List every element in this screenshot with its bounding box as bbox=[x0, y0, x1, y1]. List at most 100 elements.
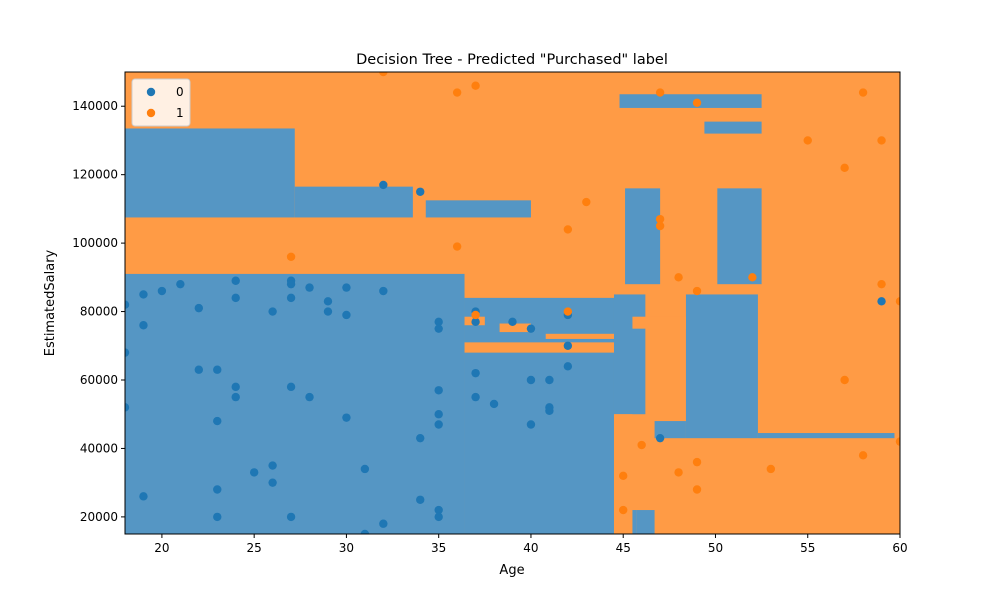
decision-region-class-0 bbox=[464, 297, 614, 534]
point-class-0 bbox=[416, 187, 425, 196]
point-class-1 bbox=[471, 310, 480, 320]
y-tick-label: 100000 bbox=[72, 236, 118, 250]
x-tick-label: 60 bbox=[892, 541, 907, 555]
point-class-1 bbox=[379, 72, 388, 77]
point-class-1 bbox=[748, 273, 757, 282]
point-class-1 bbox=[619, 505, 628, 515]
x-axis: 20 25 30 35 40 45 50 55 60 bbox=[154, 534, 908, 555]
point-class-0 bbox=[139, 492, 148, 501]
point-class-0 bbox=[286, 293, 296, 303]
decision-region-class-1 bbox=[499, 323, 531, 333]
decision-region-class-0 bbox=[685, 294, 758, 439]
point-class-0 bbox=[286, 279, 296, 289]
point-class-0 bbox=[249, 468, 259, 477]
point-class-0 bbox=[416, 495, 425, 504]
point-class-1 bbox=[471, 81, 480, 90]
point-class-0 bbox=[323, 297, 333, 306]
y-tick-label: 140000 bbox=[72, 99, 118, 113]
decision-region-class-1 bbox=[545, 333, 614, 339]
decision-region-class-0 bbox=[425, 200, 531, 218]
point-class-0 bbox=[157, 286, 167, 296]
point-class-1 bbox=[803, 136, 812, 145]
point-class-0 bbox=[877, 297, 886, 306]
point-class-1 bbox=[692, 457, 702, 467]
point-class-0 bbox=[139, 321, 148, 330]
point-class-0 bbox=[471, 368, 480, 378]
legend-marker-0 bbox=[146, 87, 156, 97]
legend-marker-1 bbox=[146, 108, 156, 118]
y-axis-label: EstimatedSalary bbox=[43, 249, 58, 356]
point-class-1 bbox=[766, 464, 776, 474]
legend-box bbox=[131, 78, 191, 127]
x-tick-label: 35 bbox=[431, 541, 446, 555]
point-class-0 bbox=[176, 279, 185, 289]
point-class-0 bbox=[379, 519, 388, 528]
point-class-0 bbox=[125, 300, 130, 309]
legend: 01 bbox=[131, 78, 191, 127]
point-class-0 bbox=[231, 293, 240, 303]
point-class-0 bbox=[213, 485, 222, 494]
point-class-0 bbox=[434, 410, 443, 419]
point-class-1 bbox=[655, 221, 665, 231]
y-tick-label: 60000 bbox=[80, 373, 118, 387]
point-class-1 bbox=[877, 136, 886, 145]
point-class-0 bbox=[342, 413, 351, 422]
point-class-0 bbox=[655, 433, 665, 443]
point-class-0 bbox=[286, 512, 296, 522]
point-class-0 bbox=[434, 512, 443, 522]
point-class-1 bbox=[655, 214, 665, 224]
point-class-1 bbox=[858, 88, 868, 97]
point-class-0 bbox=[434, 317, 443, 327]
plot-area bbox=[125, 72, 900, 534]
point-class-1 bbox=[674, 468, 683, 477]
point-class-1 bbox=[877, 279, 886, 289]
y-axis: 20000 40000 60000 80000 100000 120000 140000 bbox=[72, 99, 125, 524]
point-class-0 bbox=[526, 420, 536, 429]
point-class-0 bbox=[194, 365, 204, 374]
y-tick-label: 40000 bbox=[80, 441, 118, 455]
point-class-0 bbox=[416, 433, 425, 443]
point-class-0 bbox=[231, 392, 240, 402]
decision-region-class-1 bbox=[464, 342, 614, 353]
point-class-1 bbox=[840, 163, 849, 173]
point-class-0 bbox=[545, 375, 554, 385]
legend-label-1: 1 bbox=[176, 106, 184, 120]
point-class-0 bbox=[125, 348, 130, 357]
y-tick-label: 80000 bbox=[80, 305, 118, 319]
point-class-0 bbox=[268, 307, 277, 316]
point-class-0 bbox=[213, 512, 222, 522]
point-class-1 bbox=[674, 273, 683, 282]
point-class-0 bbox=[305, 392, 314, 402]
legend-label-0: 0 bbox=[176, 85, 184, 99]
point-class-0 bbox=[508, 317, 517, 327]
point-class-0 bbox=[231, 382, 240, 392]
y-tick-label: 20000 bbox=[80, 510, 118, 524]
x-axis-label: Age bbox=[499, 563, 524, 578]
point-class-0 bbox=[563, 362, 573, 371]
point-class-0 bbox=[268, 478, 277, 487]
point-class-0 bbox=[213, 416, 222, 426]
point-class-1 bbox=[452, 88, 462, 97]
decision-region-class-1 bbox=[632, 316, 686, 329]
x-tick-label: 40 bbox=[523, 541, 538, 555]
point-class-0 bbox=[342, 310, 351, 320]
point-class-1 bbox=[619, 471, 628, 481]
point-class-1 bbox=[692, 98, 702, 108]
decision-regions bbox=[125, 94, 895, 534]
point-class-0 bbox=[526, 324, 536, 333]
decision-region-class-0 bbox=[125, 273, 465, 534]
point-class-0 bbox=[545, 406, 554, 415]
decision-region-class-0 bbox=[704, 121, 762, 134]
point-class-0 bbox=[213, 365, 222, 374]
point-class-0 bbox=[342, 283, 351, 292]
x-tick-label: 20 bbox=[154, 541, 169, 555]
point-class-1 bbox=[840, 375, 849, 385]
point-class-1 bbox=[637, 440, 646, 450]
point-class-1 bbox=[895, 437, 900, 446]
point-class-1 bbox=[692, 286, 702, 296]
plot-frame bbox=[124, 71, 901, 535]
decision-region-class-0 bbox=[625, 188, 661, 285]
point-class-0 bbox=[194, 303, 204, 313]
point-class-0 bbox=[434, 420, 443, 429]
